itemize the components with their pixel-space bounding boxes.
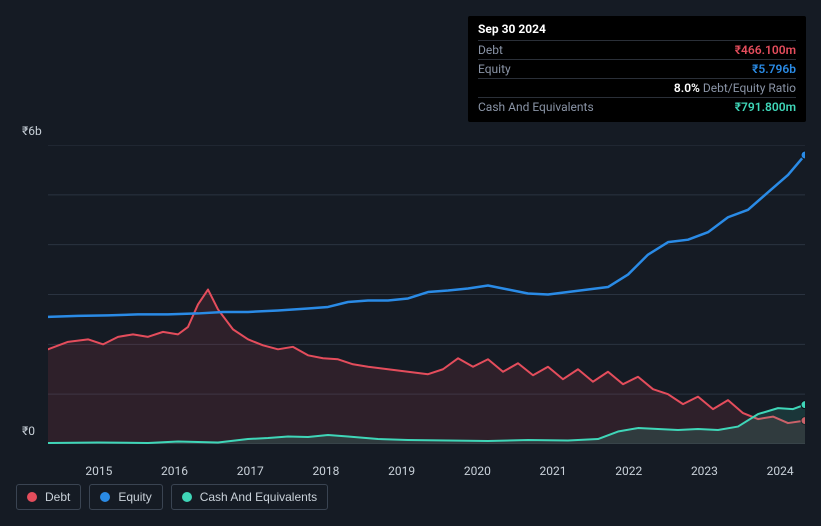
y-axis-zero-label: ₹0 xyxy=(22,424,35,438)
x-axis-tick: 2015 xyxy=(85,464,86,478)
tooltip-label-cash: Cash And Equivalents xyxy=(478,100,594,114)
tooltip-label-debt: Debt xyxy=(478,43,503,57)
tooltip-row-ratio: 8.0% Debt/Equity Ratio xyxy=(478,78,796,97)
legend-dot-icon xyxy=(182,492,192,502)
tooltip-value-cash: ₹791.800m xyxy=(735,100,796,114)
x-axis-tick: 2020 xyxy=(464,464,465,478)
x-axis-tick: 2017 xyxy=(237,464,238,478)
tooltip-row-debt: Debt ₹466.100m xyxy=(478,40,796,59)
legend-item-equity[interactable]: Equity xyxy=(89,484,162,510)
tooltip-value-equity: ₹5.796b xyxy=(752,62,796,76)
legend: Debt Equity Cash And Equivalents xyxy=(16,484,328,510)
x-axis-tick: 2019 xyxy=(388,464,389,478)
legend-label: Debt xyxy=(45,490,70,504)
legend-item-debt[interactable]: Debt xyxy=(16,484,81,510)
series-area-debt xyxy=(48,290,805,444)
tooltip-row-equity: Equity ₹5.796b xyxy=(478,59,796,78)
x-axis-tick: 2018 xyxy=(312,464,313,478)
chart-svg xyxy=(48,145,805,444)
legend-label: Cash And Equivalents xyxy=(200,490,317,504)
tooltip-ratio-pct: 8.0% xyxy=(674,81,700,95)
tooltip-ratio-suffix: Debt/Equity Ratio xyxy=(703,81,796,95)
series-end-dot-cash xyxy=(801,401,805,409)
tooltip-box: Sep 30 2024 Debt ₹466.100m Equity ₹5.796… xyxy=(468,16,806,122)
chart-container: Sep 30 2024 Debt ₹466.100m Equity ₹5.796… xyxy=(0,0,821,526)
x-axis-tick: 2021 xyxy=(540,464,541,478)
tooltip-row-cash: Cash And Equivalents ₹791.800m xyxy=(478,97,796,116)
tooltip-value-ratio: 8.0% Debt/Equity Ratio xyxy=(674,81,796,95)
tooltip-value-debt: ₹466.100m xyxy=(735,43,796,57)
tooltip-label-equity: Equity xyxy=(478,62,511,76)
legend-label: Equity xyxy=(118,490,151,504)
x-axis-tick: 2024 xyxy=(767,464,768,478)
series-end-dot-equity xyxy=(801,151,805,159)
x-axis-tick: 2023 xyxy=(691,464,692,478)
x-axis-tick: 2022 xyxy=(615,464,616,478)
legend-dot-icon xyxy=(27,492,37,502)
tooltip-date: Sep 30 2024 xyxy=(478,22,796,36)
y-axis-max-label: ₹6b xyxy=(22,124,42,138)
legend-item-cash-and-equivalents[interactable]: Cash And Equivalents xyxy=(171,484,328,510)
series-line-equity xyxy=(48,155,805,317)
chart-plot-area[interactable] xyxy=(48,145,805,444)
x-axis-tick: 2016 xyxy=(161,464,162,478)
legend-dot-icon xyxy=(100,492,110,502)
